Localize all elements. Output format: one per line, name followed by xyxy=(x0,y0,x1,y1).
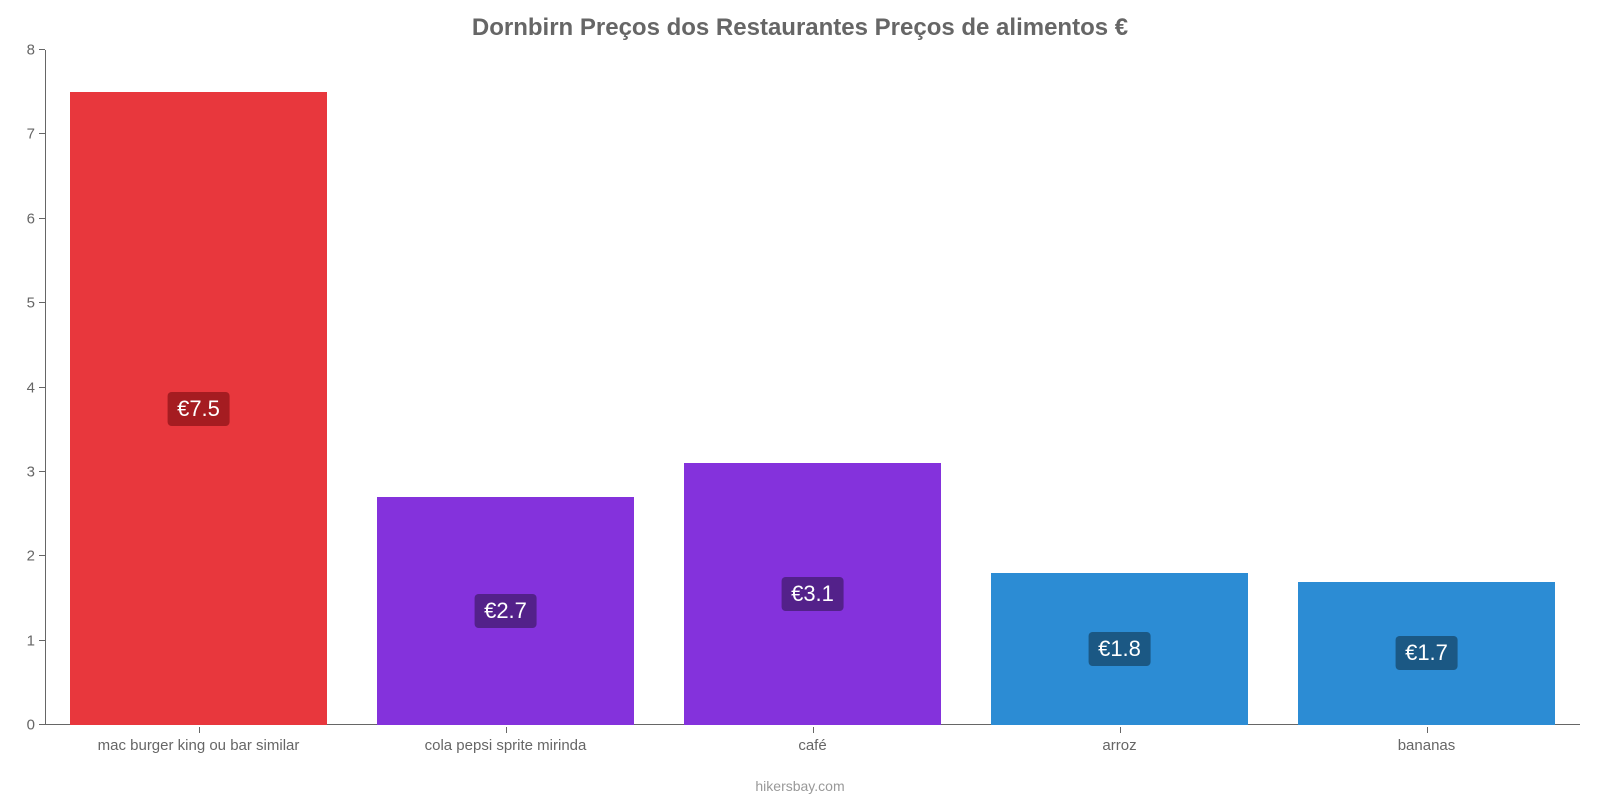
plot-area: €7.5€2.7€3.1€1.8€1.7 012345678 xyxy=(45,50,1580,725)
xtick xyxy=(1427,727,1428,733)
value-badge: €2.7 xyxy=(474,594,537,628)
xtick xyxy=(1120,727,1121,733)
x-axis-labels: mac burger king ou bar similar cola pepsi… xyxy=(45,727,1580,772)
ytick-label: 5 xyxy=(27,295,45,312)
xtick-label: café xyxy=(798,737,826,754)
chart-title: Dornbirn Preços dos Restaurantes Preços … xyxy=(0,0,1600,42)
xtick-label: bananas xyxy=(1398,737,1456,754)
xtick-label: mac burger king ou bar similar xyxy=(98,737,300,754)
ytick-label: 8 xyxy=(27,42,45,59)
xtick xyxy=(199,727,200,733)
ytick-label: 0 xyxy=(27,717,45,734)
value-badge: €3.1 xyxy=(781,577,844,611)
ytick-label: 7 xyxy=(27,126,45,143)
value-badge: €1.7 xyxy=(1395,636,1458,670)
value-badge: €1.8 xyxy=(1088,632,1151,666)
bars-container: €7.5 €2.7 €3.1 €1.8 €1.7 xyxy=(45,50,1580,725)
xtick xyxy=(813,727,814,733)
xtick-label: arroz xyxy=(1102,737,1136,754)
price-bar-chart: Dornbirn Preços dos Restaurantes Preços … xyxy=(0,0,1600,800)
ytick-label: 4 xyxy=(27,379,45,396)
ytick-label: 6 xyxy=(27,210,45,227)
xtick-label: cola pepsi sprite mirinda xyxy=(425,737,587,754)
ytick-label: 1 xyxy=(27,632,45,649)
xtick xyxy=(506,727,507,733)
ytick-label: 2 xyxy=(27,548,45,565)
ytick-label: 3 xyxy=(27,463,45,480)
attribution-text: hikersbay.com xyxy=(0,778,1600,794)
value-badge: €7.5 xyxy=(167,392,230,426)
